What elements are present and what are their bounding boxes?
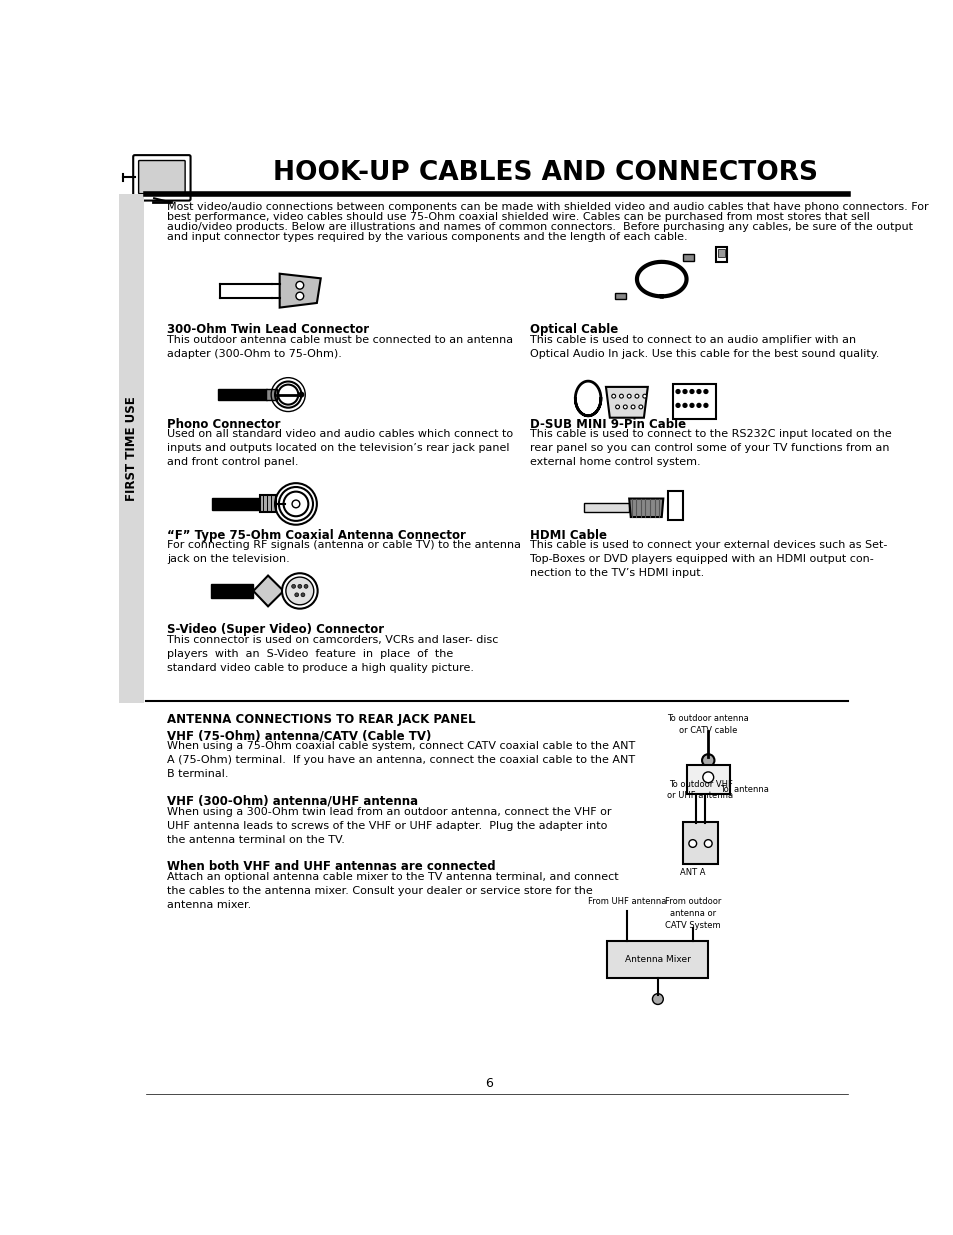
- Bar: [260, 495, 275, 513]
- Circle shape: [639, 405, 642, 409]
- Circle shape: [697, 389, 700, 394]
- Circle shape: [652, 994, 662, 1004]
- Text: This cable is used to connect to the RS232C input located on the
rear panel so y: This cable is used to connect to the RS2…: [530, 430, 891, 467]
- Polygon shape: [253, 576, 283, 606]
- Circle shape: [292, 584, 295, 588]
- Text: When both VHF and UHF antennas are connected: When both VHF and UHF antennas are conne…: [167, 861, 496, 873]
- Circle shape: [676, 404, 679, 408]
- Circle shape: [301, 593, 305, 597]
- Text: 6: 6: [484, 1077, 493, 1091]
- Text: 300-Ohm Twin Lead Connector: 300-Ohm Twin Lead Connector: [167, 324, 369, 336]
- Text: This cable is used to connect to an audio amplifier with an
Optical Audio In jac: This cable is used to connect to an audi…: [530, 335, 879, 358]
- Bar: [583, 503, 629, 513]
- Circle shape: [682, 404, 686, 408]
- Circle shape: [304, 584, 308, 588]
- Circle shape: [298, 393, 303, 396]
- Bar: [716, 247, 726, 262]
- Text: best performance, video cables should use 75-Ohm coaxial shielded wire. Cables c: best performance, video cables should us…: [167, 212, 869, 222]
- Text: ANTENNA CONNECTIONS TO REAR JACK PANEL: ANTENNA CONNECTIONS TO REAR JACK PANEL: [167, 713, 476, 726]
- Text: HOOK-UP CABLES AND CONNECTORS: HOOK-UP CABLES AND CONNECTORS: [273, 159, 817, 185]
- Text: To outdoor antenna
or CATV cable: To outdoor antenna or CATV cable: [667, 714, 748, 735]
- Text: “F” Type 75-Ohm Coaxial Antenna Connector: “F” Type 75-Ohm Coaxial Antenna Connecto…: [167, 529, 466, 542]
- Text: Phono Connector: Phono Connector: [167, 417, 280, 431]
- Bar: [673, 384, 716, 419]
- Text: This connector is used on camcorders, VCRs and laser- disc
players  with  an  S-: This connector is used on camcorders, VC…: [167, 635, 498, 673]
- Circle shape: [615, 405, 618, 409]
- Circle shape: [295, 282, 303, 289]
- Circle shape: [297, 584, 301, 588]
- Circle shape: [689, 404, 693, 408]
- Circle shape: [703, 404, 707, 408]
- Circle shape: [627, 394, 631, 398]
- Text: Optical Cable: Optical Cable: [530, 324, 618, 336]
- Circle shape: [611, 394, 615, 398]
- Polygon shape: [629, 499, 662, 517]
- Polygon shape: [605, 387, 647, 417]
- Bar: [682, 254, 694, 261]
- Bar: [667, 490, 682, 520]
- Text: HDMI Cable: HDMI Cable: [530, 529, 606, 542]
- Text: From UHF antenna: From UHF antenna: [587, 898, 665, 906]
- Text: S-Video (Super Video) Connector: S-Video (Super Video) Connector: [167, 624, 384, 636]
- Bar: [686, 764, 729, 794]
- Bar: [607, 941, 707, 978]
- Circle shape: [631, 405, 635, 409]
- Circle shape: [701, 755, 714, 767]
- Text: VHF (300-Ohm) antenna/UHF antenna: VHF (300-Ohm) antenna/UHF antenna: [167, 795, 418, 808]
- Circle shape: [688, 840, 696, 847]
- Circle shape: [282, 573, 317, 609]
- Text: From outdoor
antenna or
CATV System: From outdoor antenna or CATV System: [664, 898, 720, 930]
- Circle shape: [703, 389, 707, 394]
- Text: To  antenna: To antenna: [720, 785, 768, 794]
- Bar: [211, 584, 253, 598]
- Bar: [119, 194, 144, 703]
- Text: Used on all standard video and audio cables which connect to
inputs and outputs : Used on all standard video and audio cab…: [167, 430, 513, 467]
- Text: D-SUB MINI 9-Pin Cable: D-SUB MINI 9-Pin Cable: [530, 417, 685, 431]
- Circle shape: [635, 394, 639, 398]
- Circle shape: [294, 593, 298, 597]
- FancyBboxPatch shape: [133, 156, 191, 200]
- Circle shape: [697, 404, 700, 408]
- Circle shape: [703, 840, 711, 847]
- Text: and input connector types required by the various components and the length of e: and input connector types required by th…: [167, 232, 687, 242]
- Circle shape: [689, 389, 693, 394]
- Text: Most video/audio connections between components can be made with shielded video : Most video/audio connections between com…: [167, 203, 928, 212]
- Text: For connecting RF signals (antenna or cable TV) to the antenna
jack on the telev: For connecting RF signals (antenna or ca…: [167, 540, 520, 564]
- Circle shape: [618, 394, 622, 398]
- Text: When using a 75-Ohm coaxial cable system, connect CATV coaxial cable to the ANT
: When using a 75-Ohm coaxial cable system…: [167, 741, 635, 779]
- Bar: [615, 293, 625, 299]
- Text: audio/video products. Below are illustrations and names of common connectors.  B: audio/video products. Below are illustra…: [167, 222, 912, 232]
- Text: Attach an optional antenna cable mixer to the TV antenna terminal, and connect
t: Attach an optional antenna cable mixer t…: [167, 872, 618, 910]
- Text: This cable is used to connect your external devices such as Set-
Top-Boxes or DV: This cable is used to connect your exter…: [530, 540, 886, 578]
- Circle shape: [295, 293, 303, 300]
- Text: FIRST TIME USE: FIRST TIME USE: [125, 396, 138, 501]
- Text: ANT A: ANT A: [679, 868, 705, 877]
- Circle shape: [642, 394, 646, 398]
- Circle shape: [676, 389, 679, 394]
- Text: To outdoor VHF
or UHF antenna: To outdoor VHF or UHF antenna: [667, 779, 733, 800]
- FancyBboxPatch shape: [138, 161, 185, 194]
- Text: When using a 300-Ohm twin lead from an outdoor antenna, connect the VHF or
UHF a: When using a 300-Ohm twin lead from an o…: [167, 806, 611, 845]
- Text: VHF (75-Ohm) antenna/CATV (Cable TV): VHF (75-Ohm) antenna/CATV (Cable TV): [167, 730, 431, 742]
- Circle shape: [286, 577, 314, 605]
- Bar: [718, 249, 723, 257]
- Text: Antenna Mixer: Antenna Mixer: [624, 956, 690, 965]
- Bar: [218, 389, 266, 400]
- Circle shape: [622, 405, 627, 409]
- Circle shape: [702, 772, 713, 783]
- Bar: [212, 498, 260, 510]
- Bar: [682, 823, 717, 864]
- Bar: [266, 389, 277, 400]
- Polygon shape: [279, 274, 320, 308]
- Text: This outdoor antenna cable must be connected to an antenna
adapter (300-Ohm to 7: This outdoor antenna cable must be conne…: [167, 335, 513, 358]
- Circle shape: [682, 389, 686, 394]
